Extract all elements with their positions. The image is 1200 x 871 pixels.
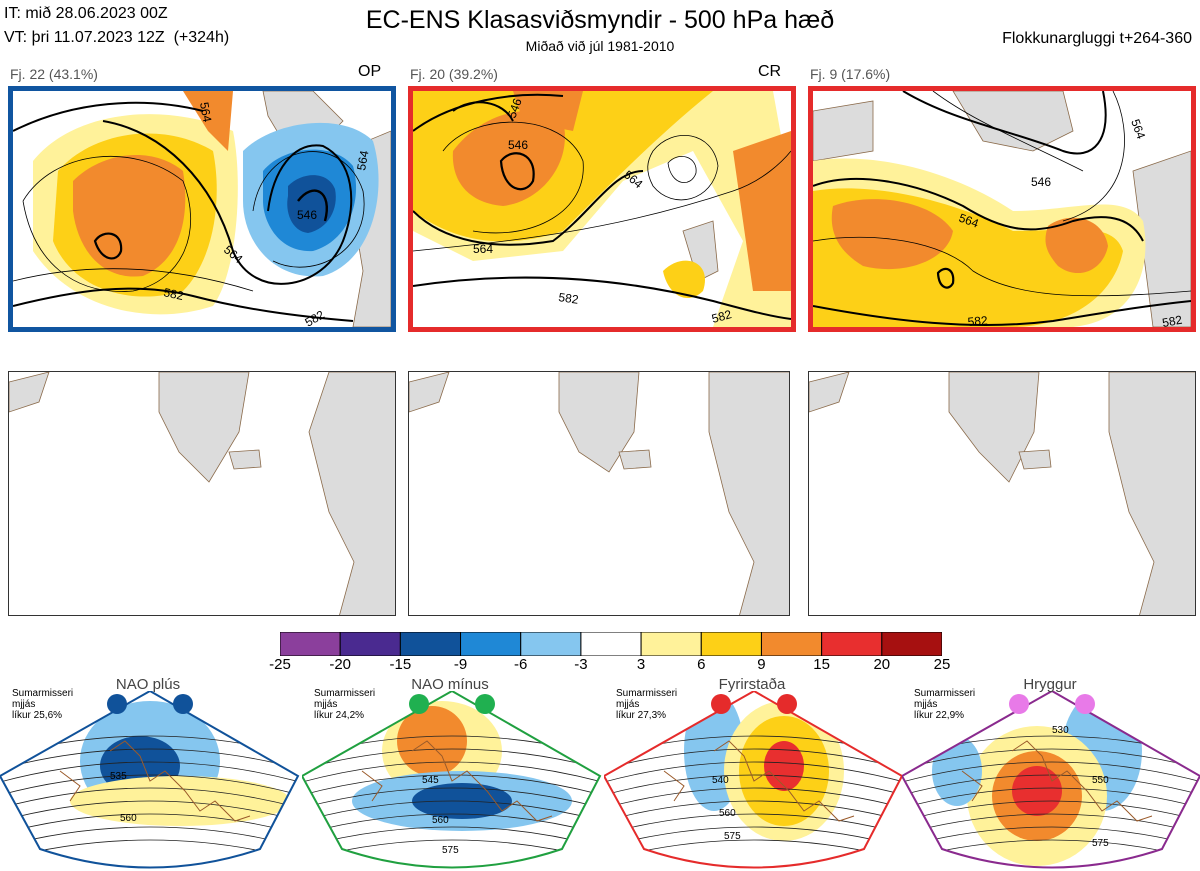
cluster-3-contour-label: 564 (957, 211, 981, 231)
page-subtitle: Miðað við júl 1981-2010 (525, 38, 675, 54)
cluster-1-contour-label: 582 (162, 285, 185, 303)
empty-map-2 (408, 371, 790, 616)
regime-contour-label: 560 (719, 808, 736, 819)
regime-contour-label: 560 (120, 813, 137, 824)
regime-dot (107, 694, 127, 714)
regime-name: NAO plús (115, 676, 181, 693)
colorbar-swatch (700, 632, 762, 656)
colorbar-swatch (640, 632, 702, 656)
regime-dot (777, 694, 797, 714)
colorbar-swatch (760, 632, 823, 656)
colorbar-tick-label: -25 (269, 656, 291, 673)
colorbar-swatch (520, 632, 582, 656)
colorbar-tick-label: 15 (813, 656, 830, 673)
cluster-3-contour-label: 582 (967, 313, 988, 327)
colorbar-tick-label: -9 (453, 656, 468, 673)
classification-window: Flokkunargluggi t+264-360 (1002, 30, 1192, 47)
regime-info: Sumarmisseri mjjás líkur 27,3% (616, 688, 678, 721)
colorbar-tick-label: -3 (574, 656, 588, 673)
regime-dot (173, 694, 193, 714)
colorbar-swatch (280, 632, 341, 656)
colorbar-tick-label: 25 (933, 656, 951, 673)
regime-contour-label: 550 (1092, 775, 1109, 786)
cluster-2-label: Fj. 20 (39.2%) (410, 66, 498, 82)
regime-dot (409, 694, 429, 714)
colorbar-swatch (580, 632, 642, 656)
regime-name: Hryggur (1023, 676, 1077, 693)
colorbar (280, 632, 942, 656)
page-title: EC-ENS Klasasviðsmyndir - 500 hPa hæð (365, 6, 835, 34)
cluster-1-map: 564 546 564 564 582 582 (8, 86, 396, 332)
regime-contour-label: 575 (724, 831, 741, 842)
cluster-3-map: 564 546 564 582 582 (808, 86, 1196, 332)
regime-info: Sumarmisseri mjjás líkur 25,6% (12, 688, 74, 721)
regime-info: Sumarmisseri mjjás líkur 22,9% (914, 688, 976, 721)
regime-map: 540 560 575 (604, 691, 904, 869)
cluster-2-contour-label: 582 (558, 290, 580, 307)
colorbar-swatch (821, 632, 883, 656)
regime-name: Fyrirstaða (718, 676, 786, 693)
colorbar-tick-label: 3 (636, 656, 646, 673)
cluster-2-map: 546 546 564 564 582 582 (408, 86, 796, 332)
regime-contour-label: 575 (1092, 838, 1109, 849)
colorbar-tick-label: -20 (329, 656, 352, 673)
regime-contour-label: 530 (1052, 725, 1069, 736)
regime-dot (1075, 694, 1095, 714)
colorbar-swatch (339, 632, 401, 656)
cluster-3-label: Fj. 9 (17.6%) (810, 66, 891, 82)
cluster-2-contour-label: 582 (710, 307, 733, 326)
colorbar-tick-label: 6 (697, 656, 706, 673)
cluster-1-label: Fj. 22 (43.1%) (10, 66, 98, 82)
cluster-3-contour-label: 546 (1031, 175, 1051, 189)
cluster-1-tag: OP (358, 63, 382, 80)
cluster-2-tag: CR (758, 63, 782, 80)
regime-info: Sumarmisseri mjjás líkur 24,2% (314, 688, 376, 721)
regime-map: 535 560 (0, 691, 300, 869)
cluster-3-contour-label: 582 (1161, 313, 1183, 327)
valid-time: VT: þri 11.07.2023 12Z (+324h) (4, 29, 230, 46)
empty-map-3 (808, 371, 1196, 616)
colorbar-swatch (460, 632, 522, 656)
colorbar-tick-label: -6 (514, 656, 528, 673)
cluster-1-contour-label: 546 (297, 208, 317, 222)
colorbar-tick-label: -15 (389, 656, 412, 673)
empty-map-1 (8, 371, 396, 616)
regime-contour-label: 540 (712, 775, 729, 786)
cluster-2-contour-label: 546 (508, 138, 528, 152)
colorbar-swatch (399, 632, 462, 656)
cluster-1-contour-label: 564 (197, 101, 214, 123)
regime-contour-label: 560 (432, 815, 449, 826)
regime-dot (711, 694, 731, 714)
cluster-1-contour-label: 582 (303, 307, 328, 327)
cluster-2-contour-label: 564 (473, 242, 493, 256)
cluster-3-contour-label: 564 (1128, 117, 1148, 141)
init-time: IT: mið 28.06.2023 00Z (4, 5, 168, 22)
colorbar-swatch (881, 632, 942, 656)
regime-map: 545 560 575 (302, 691, 602, 869)
colorbar-tick-label: 9 (757, 656, 766, 673)
cluster-1-contour-label: 564 (354, 149, 371, 171)
regime-contour-label: 575 (442, 845, 459, 856)
regime-name: NAO mínus (411, 676, 489, 693)
regime-dot (1009, 694, 1029, 714)
cluster-2-contour-label: 546 (505, 96, 525, 120)
colorbar-tick-label: 20 (873, 656, 891, 673)
regime-contour-label: 535 (110, 771, 127, 782)
regime-dot (475, 694, 495, 714)
regime-contour-label: 545 (422, 775, 439, 786)
regime-map: 530 550 575 (902, 691, 1200, 869)
